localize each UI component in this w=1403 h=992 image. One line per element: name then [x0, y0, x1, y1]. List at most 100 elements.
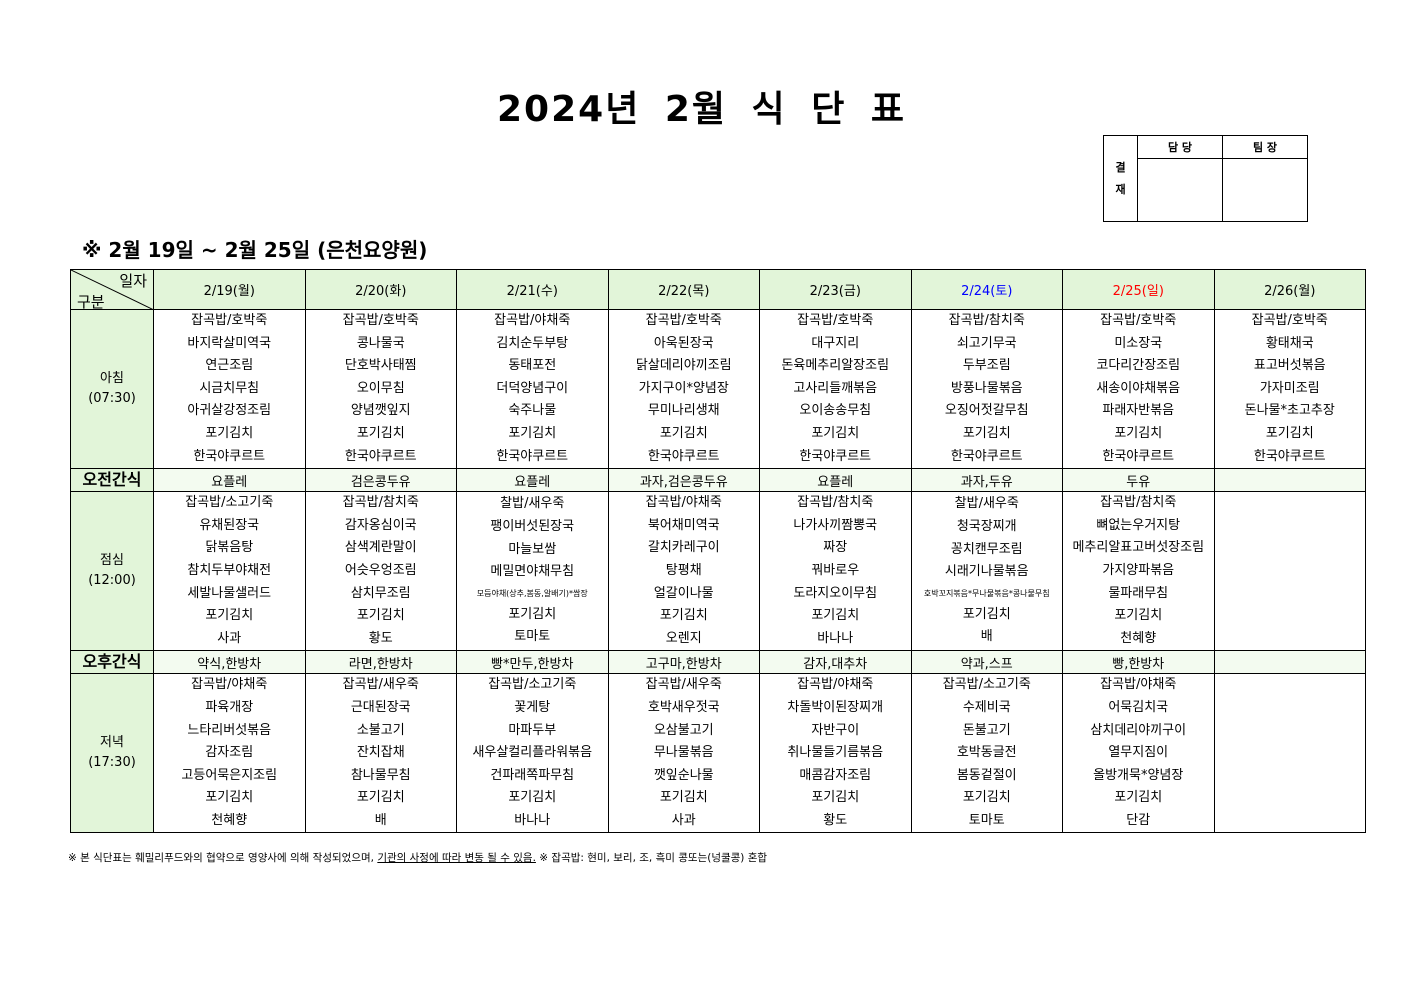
- menu-item: 한국야쿠르트: [496, 448, 569, 464]
- menu-item: 삼색계란말이: [344, 540, 417, 556]
- menu-item: 포기김치: [205, 790, 254, 806]
- menu-cell: 잡곡밥/호박죽 미소장국 코다리간장조림 새송이야채볶음 파래자반볶음 포기김치 한국야쿠르…: [1062, 308, 1215, 470]
- menu-item: 메밀면야채무침: [490, 564, 575, 580]
- menu-item: 잡곡밥/야채죽: [797, 677, 874, 693]
- header-row: 일자 구분 2/19(월) 2/20(화) 2/21(수) 2/22(목) 2/23(금…: [70, 269, 1366, 310]
- menu-item: 잡곡밥/참치죽: [948, 313, 1025, 328]
- footer-text-1: ※ 본 식단표는 훼밀리푸드와의 협약으로 영양사에 의해 작성되었으며,: [68, 852, 378, 864]
- row-label: 아침 (07:30): [70, 308, 154, 470]
- approval-sign-teamlead[interactable]: [1222, 158, 1308, 222]
- menu-cell: 빵,한방차: [1062, 650, 1215, 675]
- menu-item: 유채된장국: [199, 517, 260, 533]
- menu-cell: 잡곡밥/참치죽 쇠고기무국 두부조림 방풍나물볶음 오징어젓갈무침 포기김치 한국야쿠르트: [910, 308, 1063, 470]
- menu-cell: 잡곡밥/호박죽 황태채국 표고버섯볶음 가자미조림 돈나물*초고추장 포기김치 한국야쿠르트: [1213, 308, 1366, 470]
- menu-item: 한국야쿠르트: [1253, 448, 1326, 464]
- menu-item: 건파래쪽파무침: [490, 767, 575, 783]
- menu-item: 잡곡밥/소고기죽: [488, 677, 577, 693]
- menu-item: 느타리버섯볶음: [187, 722, 272, 738]
- row-label-time: (17:30): [88, 755, 136, 771]
- row-label-name: 저녁: [100, 735, 124, 751]
- menu-item: 오징어젓갈무침: [944, 403, 1029, 419]
- day-header: 2/21(수): [456, 269, 609, 310]
- day-header: 2/24(토): [910, 269, 1063, 310]
- approval-label-2: 재: [1115, 182, 1126, 196]
- approval-sign-manager[interactable]: [1137, 158, 1223, 222]
- approval-col-manager: 담 당: [1137, 135, 1223, 159]
- menu-item: 탕평채: [665, 562, 702, 578]
- menu-cell: 잡곡밥/야채죽 북어채미역국 갈치카레구이 탕평채 얼갈이나물 포기김치 오렌지: [607, 491, 760, 652]
- menu-cell: 잡곡밥/호박죽 대구지리 돈육메추리알장조림 고사리들깨볶음 오이송송무침 포기김치 한국야…: [759, 308, 912, 470]
- menu-cell: 찰밥/새우죽 팽이버섯된장국 마늘보쌈 메밀면야채무침 모듬야채(상추,봄동,알배기)*…: [456, 491, 609, 652]
- menu-item: 마늘보쌈: [508, 541, 557, 557]
- menu-item: 감자옹심이국: [344, 517, 417, 533]
- menu-cell: 잡곡밥/호박죽 바지락살미역국 연근조림 시금치무침 아귀살강정조림 포기김치 한국야쿠르트: [153, 308, 306, 470]
- menu-item: 잡곡밥/야채죽: [645, 495, 722, 511]
- menu-item: 근대된장국: [350, 699, 411, 715]
- week-subtitle: ※ 2월 19일 ~ 2월 25일 (은천요양원): [82, 238, 428, 262]
- menu-cell: 검은콩두유: [304, 468, 457, 493]
- menu-item: 배: [374, 812, 387, 828]
- menu-item: 무나물볶음: [653, 745, 714, 761]
- menu-cell: 잡곡밥/호박죽 콩나물국 단호박사태찜 오이무침 양념깻잎지 포기김치 한국야쿠르트: [304, 308, 457, 470]
- menu-item: 포기김치: [1114, 425, 1163, 441]
- menu-item: 잡곡밥/참치죽: [797, 495, 874, 511]
- menu-item: 토마토: [968, 812, 1005, 828]
- corner-date-label: 일자: [119, 272, 147, 290]
- row-label-name: 오후간식: [82, 652, 142, 672]
- menu-cell: 잡곡밥/새우죽 근대된장국 소불고기 잔치잡채 참나물무침 포기김치 배: [304, 673, 457, 834]
- footer-note: ※ 본 식단표는 훼밀리푸드와의 협약으로 영양사에 의해 작성되었으며, 기관…: [68, 850, 767, 865]
- menu-item: 돈육메추리알장조림: [781, 358, 890, 374]
- menu-item: 삼치무조림: [350, 585, 411, 601]
- menu-item: 포기김치: [962, 790, 1011, 806]
- menu-item: 잡곡밥/참치죽: [342, 495, 419, 511]
- menu-item: 대구지리: [811, 335, 860, 351]
- menu-item: 황도: [368, 630, 393, 646]
- menu-item: 가자미조림: [1259, 380, 1320, 396]
- menu-item: 동태포전: [508, 358, 557, 374]
- menu-cell: 과자,검은콩두유: [607, 468, 760, 493]
- menu-item: 코다리간장조림: [1096, 358, 1181, 374]
- row-label-time: (12:00): [88, 573, 136, 589]
- menu-item: 한국야쿠르트: [344, 448, 417, 464]
- menu-item: 더덕양념구이: [496, 380, 569, 396]
- menu-item: 새송이야채볶음: [1096, 380, 1181, 396]
- menu-item: 잡곡밥/야채죽: [191, 677, 268, 693]
- menu-item: 두부조림: [962, 358, 1011, 374]
- menu-item: 잡곡밥/호박죽: [342, 313, 419, 328]
- menu-item: 청국장찌개: [956, 519, 1017, 535]
- menu-item: 단호박사태찜: [344, 358, 417, 374]
- menu-item: 아귀살강정조림: [187, 403, 272, 419]
- menu-item: 포기김치: [205, 425, 254, 441]
- menu-cell: 빵*만두,한방차: [456, 650, 609, 675]
- menu-item: 숙주나물: [508, 403, 557, 419]
- menu-item: 쇠고기무국: [956, 335, 1017, 351]
- menu-item: 포기김치: [659, 608, 708, 624]
- menu-cell: 잡곡밥/야채죽 김치순두부탕 동태포전 더덕양념구이 숙주나물 포기김치 한국야쿠르트: [456, 308, 609, 470]
- menu-item: 한국야쿠르트: [799, 448, 872, 464]
- menu-item: 꿔바로우: [811, 562, 860, 578]
- meal-row: 점심 (12:00) 잡곡밥/소고기죽 유채된장국 닭볶음탕 참치두부야채전 세발나물샐러드…: [70, 491, 1366, 652]
- menu-item: 잡곡밥/야채죽: [494, 313, 571, 328]
- menu-cell: 잡곡밥/참치죽 뼈없는우거지탕 메추리알표고버섯장조림 가지양파볶음 물파래무침 포기김치…: [1062, 491, 1215, 652]
- menu-cell: 잡곡밥/새우죽 호박새우젓국 오삼불고기 무나물볶음 깻잎순나물 포기김치 사과: [607, 673, 760, 834]
- menu-cell: 잡곡밥/소고기죽 수제비국 돈불고기 호박동글전 봄동겉절이 포기김치 토마토: [910, 673, 1063, 834]
- menu-item: 한국야쿠르트: [1102, 448, 1175, 464]
- footer-underlined: 기관의 사정에 따라 변동 될 수 있음.: [377, 852, 536, 864]
- menu-item: 가지양파볶음: [1102, 562, 1175, 578]
- menu-item: 잡곡밥/호박죽: [797, 313, 874, 328]
- menu-item: 뼈없는우거지탕: [1096, 517, 1181, 533]
- menu-item: 잡곡밥/소고기죽: [185, 495, 274, 511]
- meal-row: 저녁 (17:30) 잡곡밥/야채죽 파육개장 느타리버섯볶음 감자조림 고등어묵은지조림 포…: [70, 673, 1366, 834]
- menu-item: 바나나: [514, 812, 551, 828]
- menu-item: 포기김치: [811, 425, 860, 441]
- menu-item: 천혜향: [1120, 630, 1157, 646]
- menu-item: 황태채국: [1265, 335, 1314, 351]
- menu-item: 잡곡밥/호박죽: [645, 313, 722, 328]
- menu-item: 세발나물샐러드: [187, 585, 272, 601]
- menu-item: 팽이버섯된장국: [490, 519, 575, 535]
- menu-item: 방풍나물볶음: [950, 380, 1023, 396]
- day-header: 2/22(목): [607, 269, 760, 310]
- menu-cell: 잡곡밥/참치죽 나가사끼짬뽕국 짜장 꿔바로우 도라지오이무침 포기김치 바나나: [759, 491, 912, 652]
- menu-item: 토마토: [514, 629, 551, 645]
- menu-item: 찰밥/새우죽: [500, 496, 565, 512]
